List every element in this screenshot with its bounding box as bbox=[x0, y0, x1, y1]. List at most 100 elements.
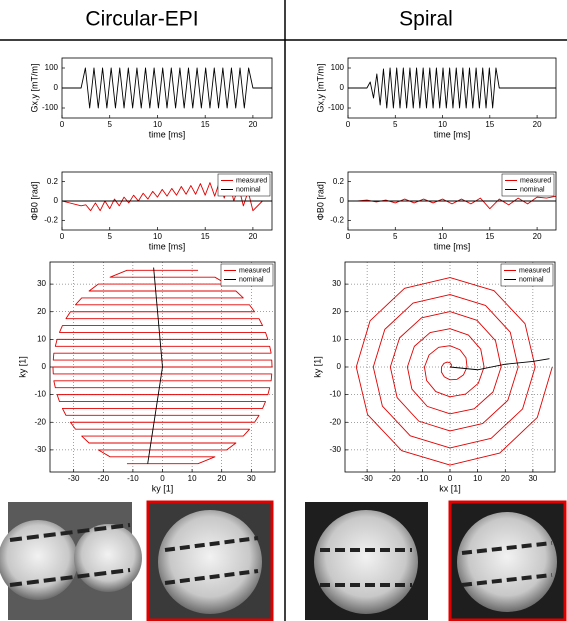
mri-image bbox=[448, 500, 567, 621]
x-tick-label: 0 bbox=[448, 474, 453, 483]
x-tick-label: 20 bbox=[217, 474, 226, 483]
y-tick-label: 0.2 bbox=[47, 177, 59, 186]
x-tick-label: 20 bbox=[533, 232, 542, 241]
y-axis-label: Gx,y [mT/m] bbox=[29, 64, 39, 113]
column-title: Spiral bbox=[399, 8, 453, 31]
y-tick-label: 10 bbox=[332, 334, 341, 343]
y-tick-label: 10 bbox=[37, 334, 46, 343]
x-tick-label: 20 bbox=[248, 232, 257, 241]
y-tick-label: 0 bbox=[54, 83, 59, 92]
y-tick-label: -10 bbox=[329, 390, 341, 399]
y-tick-label: 0.2 bbox=[333, 177, 345, 186]
chart: -30 -20 -10 0 10 20 30 -30 -20 -10 0 10 20 30 kx [1] ky… bbox=[312, 261, 556, 493]
x-tick-label: 5 bbox=[393, 232, 398, 241]
mri-image bbox=[146, 500, 274, 621]
x-tick-label: 15 bbox=[485, 120, 494, 129]
x-tick-label: -30 bbox=[68, 474, 80, 483]
x-tick-label: 5 bbox=[108, 120, 113, 129]
x-tick-label: 10 bbox=[473, 474, 482, 483]
y-axis-label: Gx,y [mT/m] bbox=[315, 64, 325, 113]
data-line bbox=[355, 277, 553, 466]
y-tick-label: 0 bbox=[337, 362, 342, 371]
x-tick-label: 20 bbox=[533, 120, 542, 129]
x-tick-label: 20 bbox=[248, 120, 257, 129]
y-tick-label: 100 bbox=[331, 63, 345, 72]
y-tick-label: -100 bbox=[328, 103, 345, 112]
x-tick-label: 15 bbox=[201, 232, 210, 241]
plot-frame bbox=[49, 261, 276, 473]
x-tick-label: 10 bbox=[188, 474, 197, 483]
legend-label: measured bbox=[519, 267, 550, 274]
x-tick-label: 30 bbox=[247, 474, 256, 483]
plot-frame bbox=[344, 261, 556, 473]
plot-area bbox=[62, 58, 272, 118]
x-axis-label: time [ms] bbox=[434, 129, 471, 139]
y-tick-label: -30 bbox=[34, 445, 46, 454]
y-tick-label: 0 bbox=[54, 196, 59, 205]
y-tick-label: 0 bbox=[42, 362, 47, 371]
y-tick-label: 100 bbox=[45, 63, 59, 72]
data-line bbox=[62, 67, 272, 109]
y-tick-label: 20 bbox=[332, 307, 341, 316]
legend-box bbox=[501, 173, 555, 197]
x-tick-label: 15 bbox=[201, 120, 210, 129]
legend-label: measured bbox=[239, 267, 270, 274]
x-tick-label: 5 bbox=[108, 232, 113, 241]
y-axis-label: ΦB0 [rad] bbox=[315, 182, 325, 221]
y-tick-label: 0 bbox=[340, 83, 345, 92]
legend-box bbox=[217, 173, 271, 197]
x-tick-label: 10 bbox=[438, 120, 447, 129]
x-tick-label: 10 bbox=[153, 232, 162, 241]
legend-label: nominal bbox=[239, 276, 264, 283]
legend-label: nominal bbox=[519, 276, 544, 283]
y-tick-label: -20 bbox=[329, 417, 341, 426]
y-tick-label: -0.2 bbox=[330, 215, 344, 224]
y-tick-label: -20 bbox=[34, 417, 46, 426]
plot-frame bbox=[61, 171, 273, 231]
y-tick-label: -30 bbox=[329, 445, 341, 454]
x-axis-label: time [ms] bbox=[149, 241, 186, 251]
data-line bbox=[348, 67, 556, 109]
legend-box bbox=[220, 263, 274, 287]
x-tick-label: 30 bbox=[528, 474, 537, 483]
chart: -30 -20 -10 0 10 20 30 -30 -20 -10 0 10 20 30 ky [1] ky… bbox=[17, 261, 276, 493]
plot-frame bbox=[61, 57, 273, 119]
x-axis-label: time [ms] bbox=[434, 241, 471, 251]
plot-frame bbox=[347, 57, 557, 119]
y-tick-label: -100 bbox=[42, 103, 59, 112]
legend-label: nominal bbox=[520, 186, 545, 193]
x-tick-label: 15 bbox=[485, 232, 494, 241]
x-tick-label: 0 bbox=[160, 474, 165, 483]
y-axis-label: ΦB0 [rad] bbox=[29, 182, 39, 221]
x-axis-label: kx [1] bbox=[439, 483, 461, 493]
data-line bbox=[147, 267, 163, 464]
y-tick-label: 20 bbox=[37, 307, 46, 316]
x-tick-label: 5 bbox=[393, 120, 398, 129]
y-axis-label: ky [1] bbox=[17, 356, 27, 378]
y-axis-label: ky [1] bbox=[312, 356, 322, 378]
x-tick-label: 0 bbox=[60, 232, 65, 241]
x-tick-label: 0 bbox=[346, 120, 351, 129]
y-tick-label: -10 bbox=[34, 390, 46, 399]
y-tick-label: 30 bbox=[37, 279, 46, 288]
x-axis-label: time [ms] bbox=[149, 129, 186, 139]
legend-label: measured bbox=[520, 177, 551, 184]
legend-label: measured bbox=[236, 177, 267, 184]
y-tick-label: 0 bbox=[340, 196, 345, 205]
x-tick-label: -10 bbox=[417, 474, 429, 483]
x-tick-label: 20 bbox=[501, 474, 510, 483]
legend-box bbox=[500, 263, 554, 287]
x-tick-label: -20 bbox=[389, 474, 401, 483]
x-tick-label: 0 bbox=[346, 232, 351, 241]
x-tick-label: 10 bbox=[153, 120, 162, 129]
column-title: Circular-EPI bbox=[85, 8, 198, 31]
data-line bbox=[449, 358, 550, 371]
x-axis-label: ky [1] bbox=[152, 483, 174, 493]
y-tick-label: 30 bbox=[332, 279, 341, 288]
plot-frame bbox=[347, 171, 557, 231]
